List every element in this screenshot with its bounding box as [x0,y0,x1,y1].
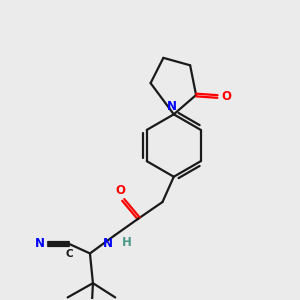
Text: N: N [167,100,176,113]
Text: O: O [116,184,126,197]
Text: N: N [35,237,45,250]
Text: C: C [66,249,74,259]
Text: N: N [103,237,113,250]
Text: O: O [221,90,231,103]
Text: H: H [122,236,132,249]
